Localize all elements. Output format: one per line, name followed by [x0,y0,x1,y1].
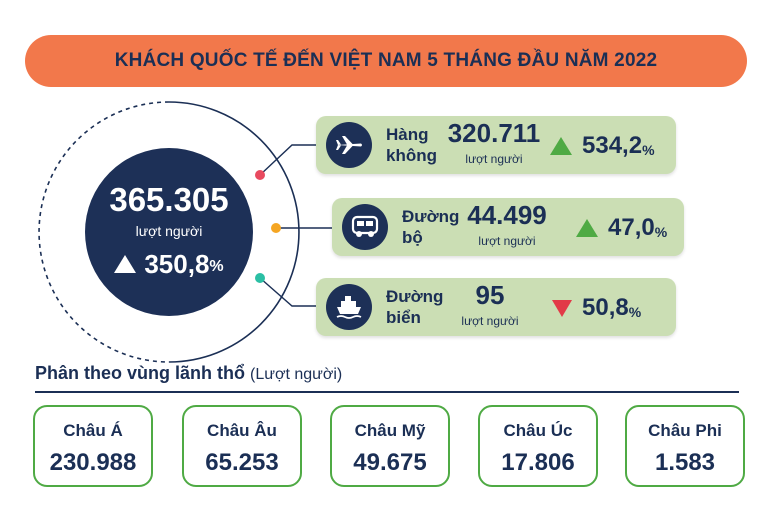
mode-label-air: Hàng không [386,125,437,165]
mode-change-air: 534,2 % [550,132,655,160]
dot-road [271,223,281,233]
total-unit: lượt người [135,222,203,239]
bus-icon [342,204,388,250]
total-growth-pct: % [209,258,224,275]
connector-sea [259,277,316,307]
region-card-oceania: Châu Úc 17.806 [478,405,598,487]
mode-unit-sea: lượt người [461,314,519,328]
region-card-africa: Châu Phi 1.583 [625,405,745,487]
airplane-icon [326,122,372,168]
up-arrow-icon [576,219,598,237]
region-card-america: Châu Mỹ 49.675 [330,405,450,487]
mode-change-sea: 50,8 % [552,294,641,322]
dashed-ring [38,101,170,363]
down-arrow-icon [552,299,572,317]
up-arrow-icon [550,137,572,155]
mode-value-air: 320.711 [447,118,541,148]
mode-value-sea: 95 [475,280,505,310]
up-arrow-icon [114,255,137,273]
mode-label-road: Đường bộ [402,207,460,247]
mode-card-air: Hàng không 320.711 lượt người 534,2 % [316,116,676,174]
region-card-asia: Châu Á 230.988 [33,405,153,487]
region-card-europe: Châu Âu 65.253 [182,405,302,487]
divider [35,391,739,393]
dot-sea [255,273,265,283]
mode-unit-air: lượt người [465,152,523,166]
total-visitors-circle: 365.305 lượt người 350,8 % [85,148,253,316]
mode-value-road: 44.499 [467,200,547,230]
connector-air [259,144,316,176]
title-banner: KHÁCH QUỐC TẾ ĐẾN VIỆT NAM 5 THÁNG ĐẦU N… [25,35,747,87]
mode-unit-road: lượt người [478,234,536,248]
mode-change-road: 47,0 % [576,214,667,242]
dot-air [255,170,265,180]
mode-card-sea: Đường biển 95 lượt người 50,8 % [316,278,676,336]
total-growth-value: 350,8 [144,248,210,279]
mode-card-road: Đường bộ 44.499 lượt người 47,0 % [332,198,684,256]
total-growth: 350,8 % [114,248,224,280]
mode-label-sea: Đường biển [386,287,444,327]
solid-ring [168,101,300,363]
total-value: 365.305 [109,180,229,218]
ship-icon [326,284,372,330]
regions-heading: Phân theo vùng lãnh thổ (Lượt người) [35,363,343,383]
page-title: KHÁCH QUỐC TẾ ĐẾN VIỆT NAM 5 THÁNG ĐẦU N… [114,50,658,71]
